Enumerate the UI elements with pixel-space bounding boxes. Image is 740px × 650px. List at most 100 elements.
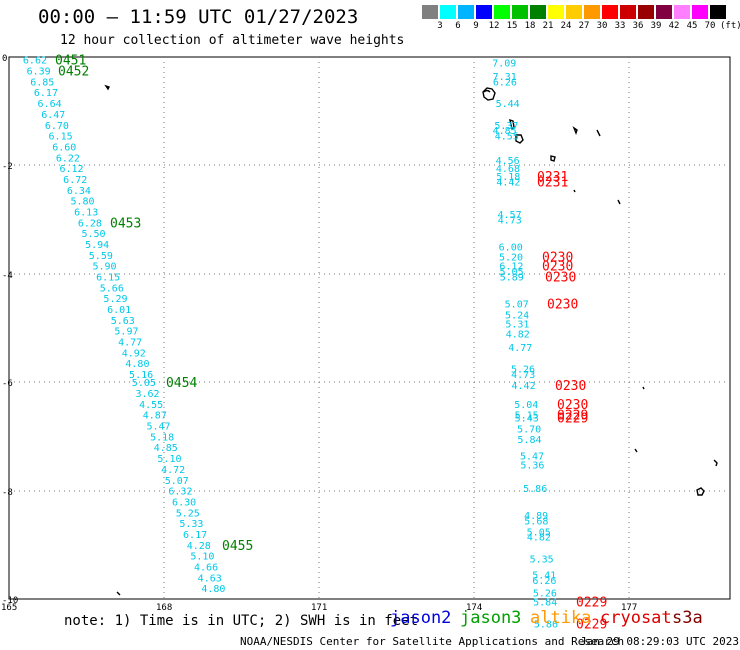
swh-value: 5.86 (523, 484, 547, 495)
swh-value: 5.47 (146, 422, 170, 433)
swh-value: 5.26 (511, 365, 535, 376)
swh-value: 5.35 (530, 554, 554, 565)
island-tuvalu-1 (509, 118, 515, 131)
island-fiji-east-4 (696, 487, 705, 496)
swh-value: 6.32 (168, 487, 192, 498)
swh-value: 5.25 (176, 508, 200, 519)
mission-label-jason2: jason2 (390, 608, 452, 628)
legend-label: 3 (437, 21, 443, 31)
pass-time-label: 0229 (557, 409, 588, 424)
swh-value: 6.12 (60, 164, 84, 175)
pass-time-label: 0231 (537, 170, 568, 185)
swh-value: 4.87 (143, 411, 167, 422)
island-tuvalu-5 (550, 155, 556, 162)
lat-tick-label: -8 (2, 488, 13, 498)
swh-value: 5.24 (505, 310, 529, 321)
legend-swatch (422, 5, 438, 19)
swh-value: 5.36 (520, 461, 544, 472)
legend-swatch (638, 5, 654, 19)
legend-label: 36 (632, 21, 644, 31)
legend-label: 30 (596, 21, 608, 31)
pass-time-label: 0230 (545, 271, 576, 286)
lon-tick-label: 165 (1, 603, 17, 613)
pass-time-label: 0452 (58, 65, 89, 80)
legend-label: 18 (524, 21, 536, 31)
map-title: 00:00 — 11:59 UTC 01/27/2023 (38, 6, 359, 28)
swh-value: 4.55 (495, 132, 519, 143)
lat-tick-label: -6 (2, 379, 13, 389)
lat-tick-label: 0 (2, 54, 7, 64)
legend-label: 39 (650, 21, 662, 31)
swh-value: 5.50 (81, 229, 105, 240)
swh-value: 6.15 (96, 273, 120, 284)
swh-value: 4.68 (496, 164, 520, 175)
swh-value: 5.31 (505, 320, 529, 331)
swh-value: 6.26 (532, 576, 556, 587)
swh-value: 6.85 (30, 77, 54, 88)
pass-time-label: 0229 (557, 411, 588, 426)
pass-time-label: 0451 (55, 54, 86, 69)
swh-value: 4.85 (154, 443, 178, 454)
swh-value: 6.62 (23, 56, 47, 67)
swh-value: 4.55 (139, 400, 163, 411)
swh-value: 5.43 (515, 413, 539, 424)
swh-value: 5.44 (496, 99, 520, 110)
lon-tick-label: 177 (621, 603, 637, 613)
swh-value: 6.30 (172, 497, 196, 508)
legend-swatch (602, 5, 618, 19)
swh-value: 6.01 (107, 305, 131, 316)
legend-label: 42 (668, 21, 680, 31)
swh-value: 5.07 (165, 476, 189, 487)
swh-value: 5.59 (89, 251, 113, 262)
legend-label: 6 (455, 21, 461, 31)
swh-value: 4.72 (161, 465, 185, 476)
swh-value: 4.63 (198, 573, 222, 584)
pass-time-label: 0230 (542, 250, 573, 265)
legend-swatch (458, 5, 474, 19)
color-legend: 3 6 9 12 15 18 21 24 27 30 33 36 39 42 45 70 (ft) (422, 5, 740, 33)
lat-tick-label: -10 (2, 596, 18, 606)
swh-value: 6.39 (27, 67, 51, 78)
swh-value: 5.05 (527, 527, 551, 538)
island-tuvalu-7 (617, 199, 621, 205)
mission-label-s3a: s3a (672, 608, 703, 628)
island-tuvalu-2 (515, 134, 524, 144)
swh-value: 6.70 (45, 121, 69, 132)
swh-value: 5.29 (103, 294, 127, 305)
cyan-track-east: 7.097.316.265.445.374.854.554.564.685.18… (492, 58, 558, 630)
swh-value: 5.80 (70, 197, 94, 208)
swh-value: 5.15 (515, 411, 539, 422)
legend-swatch (566, 5, 582, 19)
island-fiji-east-2 (634, 448, 638, 453)
island-tuvalu-6 (573, 189, 576, 193)
swh-value: 4.56 (496, 156, 520, 167)
pass-time-label: 0453 (110, 216, 141, 231)
mission-label-jason3: jason3 (460, 608, 522, 628)
swh-value: 6.17 (183, 530, 207, 541)
swh-value: 5.94 (85, 240, 109, 251)
island-tuvalu-4 (596, 129, 601, 137)
cyan-track-west: 6.626.396.856.176.646.476.706.156.606.22… (23, 56, 226, 595)
swh-value: 5.66 (100, 283, 124, 294)
pass-time-label: 0229 (576, 596, 607, 611)
swh-value: 5.18 (150, 432, 174, 443)
swh-value: 5.84 (533, 598, 557, 609)
footer-note: note: 1) Time is in UTC; 2) SWH is in fe… (64, 613, 419, 629)
legend-swatch (656, 5, 672, 19)
pass-time-label: 0231 (537, 176, 568, 191)
lat-tick-label: -4 (2, 271, 13, 281)
island-outlines (104, 84, 718, 596)
lat-tick-label: -2 (2, 162, 13, 172)
swh-value: 5.41 (532, 571, 556, 582)
swh-value: 6.64 (38, 99, 62, 110)
legend-label: 70 (704, 21, 716, 31)
legend-swatch (512, 5, 528, 19)
legend-label: 45 (686, 21, 698, 31)
swh-value: 4.28 (187, 541, 211, 552)
pass-time-label: 0230 (555, 379, 586, 394)
swh-value: 6.72 (63, 175, 87, 186)
swh-value: 5.04 (514, 400, 538, 411)
pass-time-label: 0230 (557, 398, 588, 413)
credit-line: NOAA/NESDIS Center for Satellite Applica… (240, 635, 625, 648)
